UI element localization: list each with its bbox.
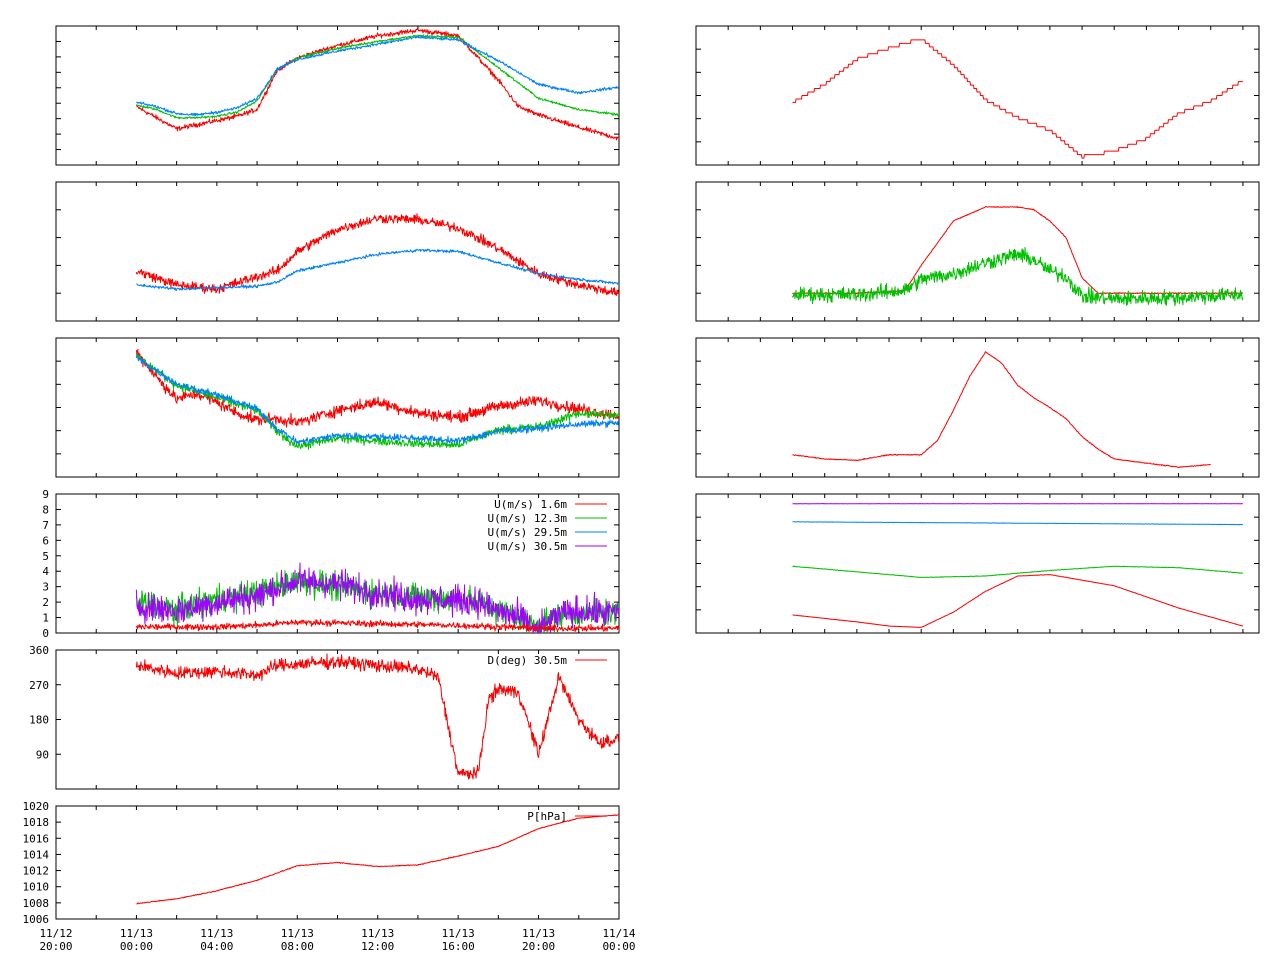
y-tick-label: 5 (42, 550, 49, 563)
right-panel-1-panel (695, 25, 1260, 166)
time-label-date: 11/13 (120, 927, 153, 940)
y-tick-label: 1010 (23, 881, 50, 894)
y-tick-label: 0 (42, 627, 49, 640)
time-label-time: 00:00 (602, 940, 635, 953)
legend-label: P[hPa] (527, 810, 567, 823)
right-panel-4-panel (695, 493, 1260, 634)
time-label-date: 11/14 (602, 927, 635, 940)
y-tick-label: 1020 (23, 800, 50, 813)
legend-label: U(m/s) 30.5m (488, 540, 568, 553)
pressure-panel: 1006 1008 1010 1012 1014 1016 1018 1020 P[hPa] (23, 800, 620, 926)
time-label-time: 08:00 (281, 940, 314, 953)
right-panel-1-series-red (792, 39, 1243, 159)
time-label-date: 11/13 (522, 927, 555, 940)
wind-direction-panel: 90 180 270 360 D(deg) 30.5m (29, 644, 620, 790)
y-tick-label: 1014 (23, 848, 50, 861)
legend-label: D(deg) 30.5m (488, 654, 568, 667)
y-tick-label: 3 (42, 581, 49, 594)
time-label-date: 11/12 (39, 927, 72, 940)
y-tick-label: 9 (42, 488, 49, 501)
y-tick-label: 2 (42, 596, 49, 609)
wind-direction-series-red (135, 653, 619, 780)
y-tick-label: 360 (29, 644, 49, 657)
radiation-panel (695, 181, 1260, 322)
y-tick-label: 180 (29, 714, 49, 727)
right-panel-3-series-red (792, 351, 1211, 469)
y-tick-label: 4 (42, 565, 49, 578)
right-panel-3-panel (695, 337, 1260, 478)
time-label-time: 12:00 (361, 940, 394, 953)
legend-label: U(m/s) 29.5m (488, 526, 568, 539)
humidity-profile-series-blue (136, 248, 619, 292)
right-panel-4-series-purple (792, 503, 1243, 505)
pressure-series-red (136, 814, 619, 905)
right-panel-4-series-blue (792, 521, 1243, 526)
time-label-time: 20:00 (522, 940, 555, 953)
wind-speed-series-red (135, 619, 619, 633)
time-axis-labels: 11/1220:0011/1300:0011/1304:0011/1308:00… (39, 927, 635, 953)
y-tick-label: 1018 (23, 816, 50, 829)
radiation-series-green (792, 246, 1244, 307)
time-label-time: 04:00 (200, 940, 233, 953)
right-panel-4-series-red (792, 574, 1243, 628)
wind-direction-frame (55, 649, 620, 790)
right-panel-3-frame (695, 337, 1260, 478)
y-tick-label: 270 (29, 679, 49, 692)
humidity-profile-frame (55, 181, 620, 322)
time-label-time: 00:00 (120, 940, 153, 953)
y-tick-label: 90 (36, 748, 49, 761)
temperature-gradient-series-red (135, 348, 619, 428)
temperature-profile-series-green (135, 34, 619, 120)
legend-label: U(m/s) 1.6m (494, 498, 567, 511)
temperature-gradient-panel (55, 337, 620, 478)
wind-speed-series-purple (135, 562, 619, 633)
right-panel-4-series-green (792, 565, 1243, 579)
time-label-time: 16:00 (442, 940, 475, 953)
humidity-profile-series-red (135, 213, 619, 296)
time-label-time: 20:00 (39, 940, 72, 953)
y-tick-label: 1 (42, 612, 49, 625)
radiation-frame (695, 181, 1260, 322)
y-tick-label: 1008 (23, 897, 50, 910)
temperature-profile-series-blue (136, 35, 619, 117)
y-tick-label: 1012 (23, 865, 50, 878)
y-tick-label: 1016 (23, 832, 50, 845)
time-label-date: 11/13 (200, 927, 233, 940)
y-tick-label: 1006 (23, 913, 50, 926)
y-tick-label: 7 (42, 519, 49, 532)
y-tick-label: 8 (42, 503, 49, 516)
right-panel-1-frame (695, 25, 1260, 166)
time-label-date: 11/13 (281, 927, 314, 940)
temperature-profile-panel (55, 25, 620, 166)
legend-label: U(m/s) 12.3m (488, 512, 568, 525)
temperature-profile-series-red (135, 27, 619, 141)
y-tick-label: 6 (42, 534, 49, 547)
right-panel-4-frame (695, 493, 1260, 634)
time-label-date: 11/13 (361, 927, 394, 940)
temperature-gradient-series-blue (135, 354, 619, 445)
time-label-date: 11/13 (442, 927, 475, 940)
humidity-profile-panel (55, 181, 620, 322)
radiation-series-red (792, 206, 1244, 295)
